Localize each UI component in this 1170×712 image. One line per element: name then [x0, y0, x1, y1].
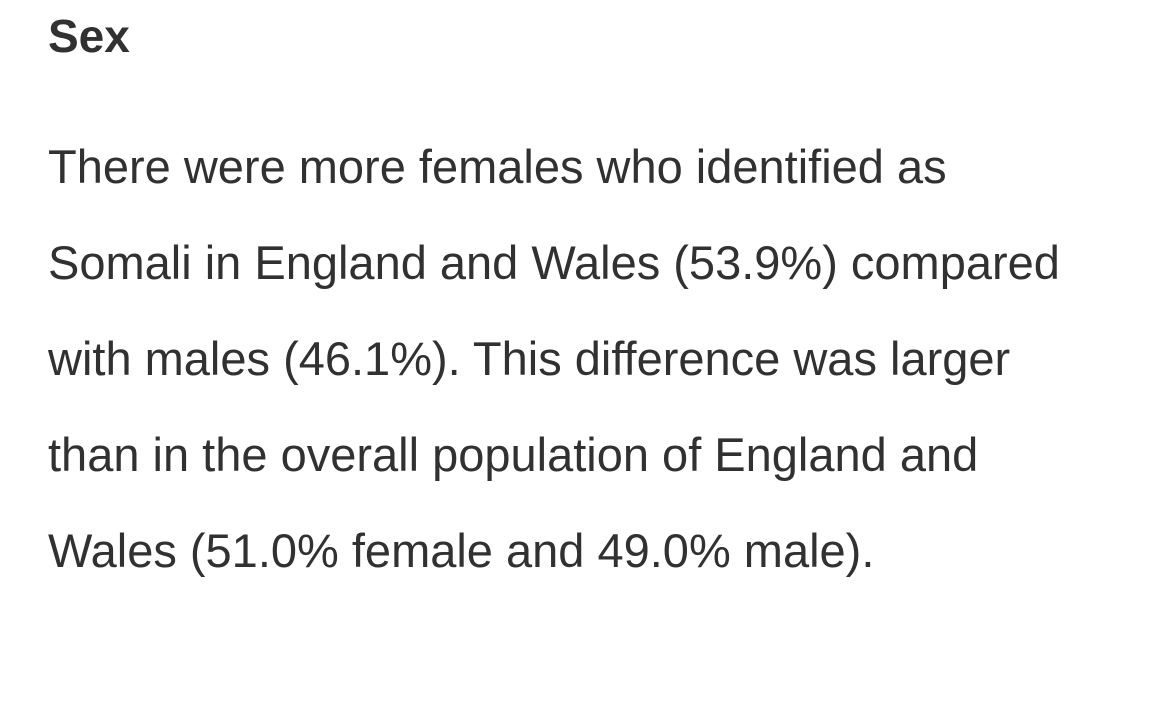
- paragraph-line: There were more females who identified a…: [48, 140, 947, 193]
- paragraph-line: Somali in England and Wales (53.9%) comp…: [48, 236, 1060, 289]
- paragraph-line: than in the overall population of Englan…: [48, 428, 979, 481]
- paragraph: There were more females who identified a…: [48, 119, 1060, 599]
- paragraph-line: Wales (51.0% female and 49.0% male).: [48, 524, 875, 577]
- section-heading: Sex: [48, 10, 130, 62]
- paragraph-line: with males (46.1%). This difference was …: [48, 332, 1011, 385]
